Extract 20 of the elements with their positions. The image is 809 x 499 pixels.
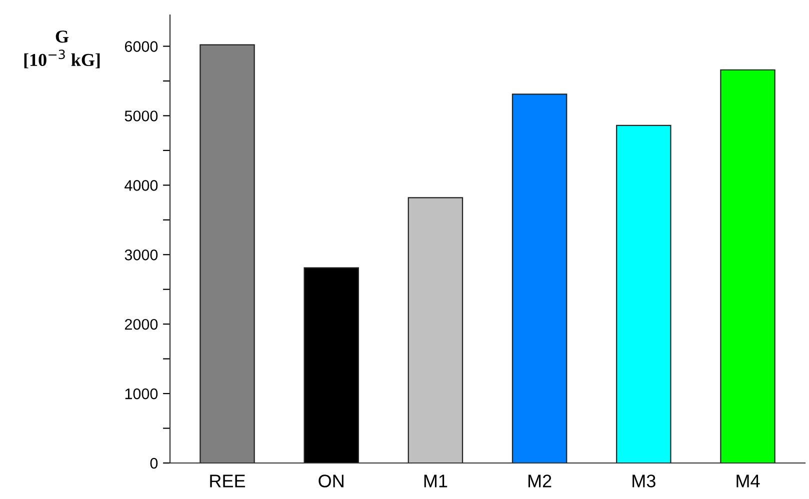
x-tick-label: ON xyxy=(318,474,344,488)
x-tick-label: REE xyxy=(210,474,246,488)
y-tick-label: 5000 xyxy=(124,110,158,122)
bar xyxy=(408,197,464,463)
y-tick-label: 2000 xyxy=(124,318,158,330)
x-tick-label: M4 xyxy=(736,474,760,488)
bar xyxy=(616,124,672,463)
bar xyxy=(200,44,255,463)
bar xyxy=(304,267,359,463)
bar xyxy=(512,94,568,463)
y-tick-label: 4000 xyxy=(124,180,158,191)
bar xyxy=(720,69,776,463)
x-tick-label: M1 xyxy=(424,474,448,488)
y-tick-label: 3000 xyxy=(124,249,158,260)
y-tick-label: 6000 xyxy=(124,41,158,52)
y-tick-label: 0 xyxy=(150,458,158,469)
y-tick-label: 1000 xyxy=(125,388,158,400)
y-axis-title: G [10$^{−3}$ kG] xyxy=(24,30,100,68)
x-tick-label: M2 xyxy=(528,474,552,488)
x-tick-label: M3 xyxy=(632,474,656,488)
